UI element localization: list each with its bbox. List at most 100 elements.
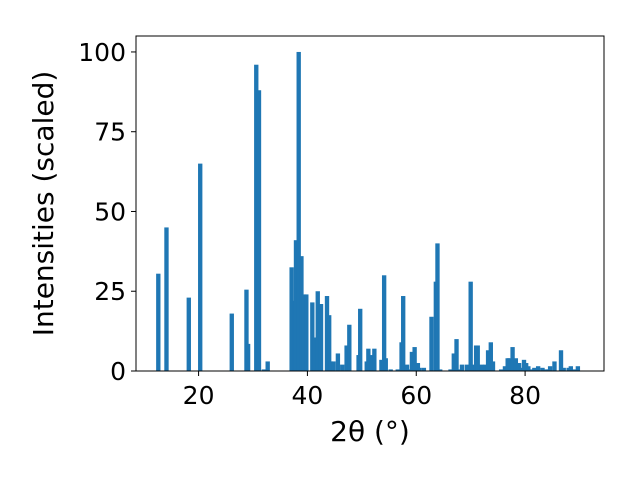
y-tick-label: 50 (94, 197, 126, 226)
bar (498, 369, 504, 371)
bar (198, 163, 203, 371)
bar (415, 363, 421, 371)
bar (526, 366, 531, 371)
bar (256, 90, 262, 372)
bar (245, 343, 251, 371)
bar (347, 324, 352, 371)
bar (519, 367, 524, 371)
bar (164, 227, 169, 371)
bar (455, 369, 461, 371)
x-ticks: 20 40 60 80 (183, 371, 541, 410)
bar (254, 64, 259, 372)
bar (312, 337, 318, 371)
bar (406, 369, 411, 371)
bar (401, 296, 406, 371)
bar (502, 366, 508, 371)
bar (229, 313, 234, 371)
bar (558, 350, 564, 371)
bar (186, 297, 191, 371)
plot-frame (135, 35, 605, 372)
bar (335, 353, 341, 371)
bar (421, 367, 427, 371)
bar (438, 369, 443, 371)
y-axis-label: Intensities (scaled) (27, 71, 60, 337)
bar (366, 348, 371, 371)
bar (324, 296, 330, 371)
bar (524, 363, 529, 371)
bar (470, 364, 475, 371)
bar (369, 355, 374, 371)
bar (358, 308, 363, 371)
x-tick-label: 20 (183, 381, 215, 410)
y-tick-label: 0 (110, 357, 126, 386)
bar (372, 348, 377, 371)
x-tick-label: 80 (509, 381, 541, 410)
bar (490, 361, 496, 371)
bar (296, 51, 301, 371)
bar (454, 339, 459, 371)
bar (479, 364, 484, 371)
x-axis-label: 2θ (°) (330, 415, 410, 448)
bar (529, 369, 534, 371)
bar (488, 342, 493, 371)
bar (395, 369, 400, 371)
bar (404, 364, 410, 371)
bar (299, 256, 304, 371)
bar (566, 367, 571, 371)
bar (483, 364, 488, 371)
bar (552, 361, 557, 371)
bar (543, 369, 548, 371)
bar (516, 363, 522, 371)
bar (572, 369, 577, 371)
bar (459, 364, 465, 371)
y-tick-label: 75 (94, 118, 126, 147)
bar (383, 358, 388, 371)
bar (510, 347, 515, 371)
bar (379, 359, 384, 371)
bar (310, 302, 315, 371)
bar (547, 366, 553, 371)
bar (575, 366, 581, 371)
bar (328, 361, 333, 371)
bar (304, 294, 309, 371)
bar (388, 369, 393, 371)
bar (156, 273, 161, 371)
bar (417, 367, 422, 371)
bar (507, 358, 512, 371)
bar (340, 364, 345, 371)
bar (315, 291, 320, 371)
bar (265, 361, 270, 371)
bar (485, 350, 491, 371)
bar (468, 281, 473, 371)
x-tick-label: 40 (292, 381, 324, 410)
bar (327, 315, 332, 371)
bar (561, 367, 566, 371)
bar (412, 347, 417, 371)
bar (435, 243, 440, 371)
bar (318, 304, 324, 371)
bar (409, 351, 415, 371)
bar (244, 289, 249, 371)
bar (261, 369, 267, 371)
bar (293, 240, 299, 371)
bar (344, 345, 349, 371)
bar (540, 367, 545, 371)
bar (429, 316, 434, 371)
bar (475, 345, 480, 371)
bars-group (156, 51, 581, 372)
bar (448, 369, 453, 371)
bar (535, 366, 541, 371)
bar (568, 366, 573, 371)
bar (289, 267, 294, 371)
bar (532, 367, 537, 371)
x-tick-label: 60 (400, 381, 432, 410)
bar (464, 364, 470, 371)
bar (451, 353, 456, 371)
bar (513, 358, 519, 371)
y-tick-label: 100 (78, 38, 126, 67)
y-tick-label: 25 (94, 277, 126, 306)
bar (331, 361, 336, 371)
bar (381, 275, 387, 371)
y-ticks: 0 25 50 75 100 (78, 38, 136, 386)
